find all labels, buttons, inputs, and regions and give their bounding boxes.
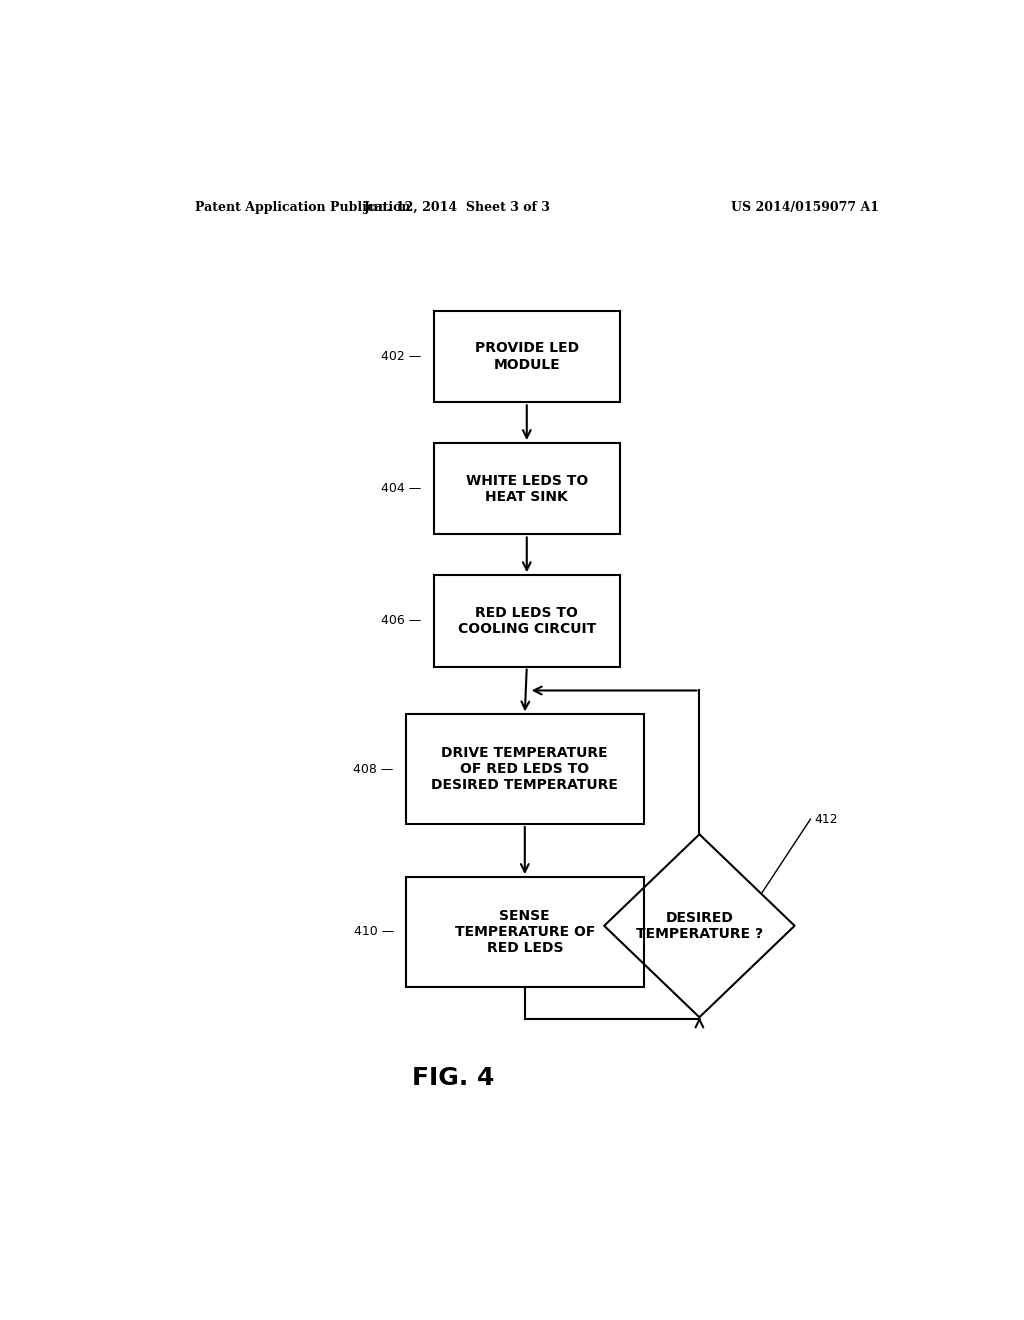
Text: FIG. 4: FIG. 4 <box>413 1067 495 1090</box>
Text: RED LEDS TO
COOLING CIRCUIT: RED LEDS TO COOLING CIRCUIT <box>458 606 596 636</box>
FancyBboxPatch shape <box>433 576 620 667</box>
Text: Jun. 12, 2014  Sheet 3 of 3: Jun. 12, 2014 Sheet 3 of 3 <box>364 201 551 214</box>
Text: US 2014/0159077 A1: US 2014/0159077 A1 <box>731 201 880 214</box>
Text: 402 —: 402 — <box>381 350 422 363</box>
Text: Patent Application Publication: Patent Application Publication <box>196 201 411 214</box>
Text: SENSE
TEMPERATURE OF
RED LEDS: SENSE TEMPERATURE OF RED LEDS <box>455 908 595 956</box>
Text: DRIVE TEMPERATURE
OF RED LEDS TO
DESIRED TEMPERATURE: DRIVE TEMPERATURE OF RED LEDS TO DESIRED… <box>431 746 618 792</box>
FancyBboxPatch shape <box>433 312 620 403</box>
Text: 408 —: 408 — <box>353 763 394 776</box>
Text: DESIRED
TEMPERATURE ?: DESIRED TEMPERATURE ? <box>636 911 763 941</box>
Text: 410 —: 410 — <box>353 925 394 939</box>
FancyBboxPatch shape <box>406 876 644 987</box>
Text: PROVIDE LED
MODULE: PROVIDE LED MODULE <box>475 342 579 372</box>
Polygon shape <box>604 834 795 1018</box>
FancyBboxPatch shape <box>406 714 644 824</box>
Text: 406 —: 406 — <box>381 614 422 627</box>
Text: 412: 412 <box>814 813 838 825</box>
FancyBboxPatch shape <box>433 444 620 535</box>
Text: 404 —: 404 — <box>381 482 422 495</box>
Text: WHITE LEDS TO
HEAT SINK: WHITE LEDS TO HEAT SINK <box>466 474 588 504</box>
